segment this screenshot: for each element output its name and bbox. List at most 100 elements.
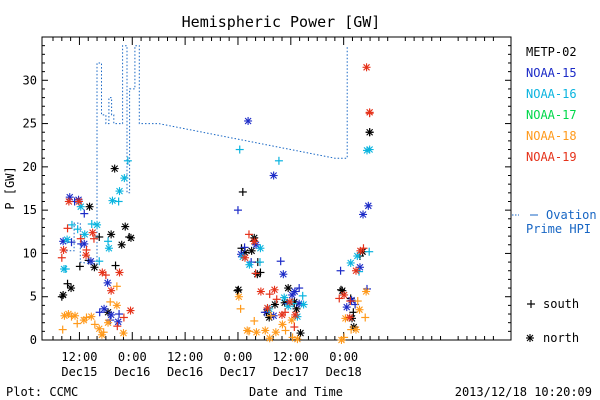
- south-data-point: [335, 294, 344, 303]
- north-data-point: [119, 329, 128, 338]
- south-data-point: [281, 326, 290, 335]
- south-data-point: [250, 316, 259, 325]
- north-data-point: [234, 292, 243, 301]
- north-data-point: [351, 266, 360, 275]
- north-data-point: [126, 233, 135, 242]
- north-data-point: [299, 300, 308, 309]
- legend-entry-noaa-19: NOAA-19: [526, 150, 577, 164]
- south-data-point: [336, 266, 345, 275]
- north-data-point: [71, 311, 80, 320]
- north-data-point: [290, 287, 299, 296]
- north-data-point: [347, 296, 356, 305]
- north-data-point: [353, 252, 362, 261]
- north-data-point: [121, 222, 130, 231]
- north-data-point: [351, 325, 360, 334]
- x-tick-time: 12:00: [273, 350, 309, 364]
- north-data-point: [250, 237, 259, 246]
- ovation-prime-hpi-line: [66, 45, 348, 266]
- legend-entry-noaa-16: NOAA-16: [526, 87, 577, 101]
- y-tick-label: 5: [30, 290, 37, 304]
- north-data-point: [90, 263, 99, 272]
- south-marker-label: south: [543, 297, 579, 311]
- north-data-point: [100, 304, 109, 313]
- north-data-point: [279, 270, 288, 279]
- north-data-point: [85, 202, 94, 211]
- north-data-point: [244, 116, 253, 125]
- north-data-point: [365, 128, 374, 137]
- north-data-point: [362, 63, 371, 72]
- x-tick-date: Dec16: [114, 365, 150, 379]
- north-data-point: [261, 326, 270, 335]
- south-data-point: [87, 219, 96, 228]
- legend-entry-metp-02: METP-02: [526, 45, 577, 59]
- north-marker-swatch: [526, 334, 534, 342]
- north-marker-label: north: [543, 331, 579, 345]
- south-data-point: [274, 156, 283, 165]
- north-data-point: [107, 310, 116, 319]
- x-tick-date: Dec15: [61, 365, 97, 379]
- north-data-point: [293, 335, 302, 344]
- north-data-point: [64, 310, 73, 319]
- north-data-point: [60, 265, 69, 274]
- north-data-point: [271, 328, 280, 337]
- south-data-point: [298, 291, 307, 300]
- north-data-point: [256, 287, 265, 296]
- north-data-point: [253, 270, 262, 279]
- south-data-point: [295, 284, 304, 293]
- north-data-point: [364, 201, 373, 210]
- north-data-point: [243, 326, 252, 335]
- x-tick-time: 0:00: [224, 350, 253, 364]
- north-data-point: [114, 317, 123, 326]
- north-data-point: [59, 290, 68, 299]
- north-data-point: [234, 285, 243, 294]
- legend-entry-noaa-18: NOAA-18: [526, 129, 577, 143]
- south-data-point: [349, 308, 358, 317]
- south-data-point: [240, 243, 249, 252]
- south-data-point: [119, 313, 128, 322]
- north-data-point: [359, 210, 368, 219]
- south-data-point: [90, 320, 99, 329]
- north-data-point: [80, 230, 89, 239]
- plot-timestamp: 2013/12/18 10:20:09: [455, 385, 592, 399]
- ovation-legend-label-2: Prime HPI: [526, 222, 591, 236]
- south-data-point: [73, 225, 82, 234]
- north-data-point: [87, 312, 96, 321]
- north-data-point: [104, 318, 113, 327]
- south-data-point: [95, 308, 104, 317]
- south-data-point: [235, 145, 244, 154]
- plot-area-frame: [41, 36, 512, 341]
- y-axis-label: P [GW]: [3, 166, 17, 209]
- north-data-point: [117, 240, 126, 249]
- y-tick-label: 10: [23, 246, 37, 260]
- south-data-point: [104, 237, 113, 246]
- north-data-point: [64, 197, 73, 206]
- south-data-point: [365, 247, 374, 256]
- north-data-point: [88, 228, 97, 237]
- y-tick-label: 0: [30, 333, 37, 347]
- north-data-point: [120, 174, 129, 183]
- legend-entry-noaa-17: NOAA-17: [526, 108, 577, 122]
- south-data-point: [114, 197, 123, 206]
- south-data-point: [244, 230, 253, 239]
- south-data-point: [233, 206, 242, 215]
- north-data-point: [340, 290, 349, 299]
- north-data-point: [98, 268, 107, 277]
- south-data-point: [260, 308, 269, 317]
- north-data-point: [287, 316, 296, 325]
- north-data-point: [93, 220, 102, 229]
- x-axis-label: Date and Time: [249, 385, 343, 399]
- x-tick-time: 12:00: [167, 350, 203, 364]
- north-data-point: [97, 330, 106, 339]
- south-data-point: [236, 304, 245, 313]
- south-data-point: [115, 310, 124, 319]
- south-data-point: [113, 322, 122, 331]
- north-data-point: [252, 328, 261, 337]
- north-data-point: [342, 303, 351, 312]
- north-data-point: [115, 187, 124, 196]
- south-data-point: [67, 238, 76, 247]
- x-tick-time: 0:00: [329, 350, 358, 364]
- north-data-point: [284, 284, 293, 293]
- north-data-point: [265, 334, 274, 343]
- north-data-point: [337, 336, 346, 344]
